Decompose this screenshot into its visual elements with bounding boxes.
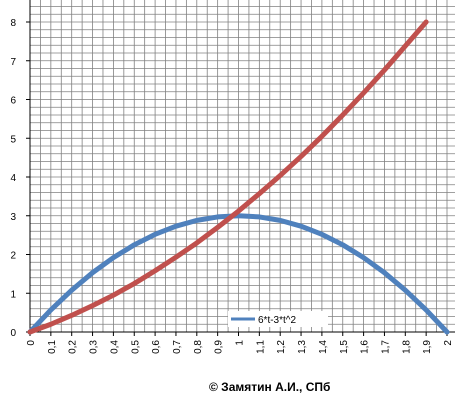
x-tick-label: 1,5 (339, 340, 350, 354)
x-tick-label: 0,2 (68, 340, 79, 354)
x-tick-label: 1,6 (360, 340, 371, 354)
x-tick-label: 0,4 (109, 340, 120, 354)
x-tick-label: 1,9 (422, 340, 433, 354)
y-tick-label: 8 (10, 18, 16, 29)
x-tick-label: 0,9 (214, 340, 225, 354)
y-tick-label: 7 (10, 57, 16, 68)
y-tick-label: 5 (10, 134, 16, 145)
grid (29, 0, 455, 333)
legend: 6*t-3*t^2 (228, 311, 328, 327)
x-tick-label: 0 (26, 340, 37, 346)
x-tick-label: 0,3 (89, 340, 100, 354)
x-tick-label: 1 (235, 340, 246, 346)
axes (26, 0, 455, 336)
y-tick-label: 0 (10, 328, 16, 339)
x-tick-label: 0,7 (172, 340, 183, 354)
x-tick-labels: 0 0,1 0,2 0,3 0,4 0,5 0,6 0,7 0,8 0,9 1 1,1 1,2 1,3 1,… (26, 340, 454, 354)
y-tick-label: 4 (10, 173, 16, 184)
series-line-6t-3t2 (27, 213, 450, 335)
x-tick-label: 0,8 (193, 340, 204, 354)
x-tick-label: 1,8 (401, 340, 412, 354)
legend-box (228, 311, 328, 327)
x-tick-label: 1,3 (297, 340, 308, 354)
series (27, 19, 450, 335)
y-tick-labels: 0 1 2 3 4 5 6 7 8 (10, 18, 16, 339)
x-tick-label: 0,6 (151, 340, 162, 354)
y-tick-label: 6 (10, 96, 16, 107)
x-tick-label: 1,7 (380, 340, 391, 354)
legend-label: 6*t-3*t^2 (258, 315, 296, 326)
y-tick-label: 1 (10, 289, 16, 300)
x-tick-label: 2 (443, 340, 454, 346)
y-tick-label: 2 (10, 251, 16, 262)
footer-copyright: © Замятин А.И., СПб (209, 380, 331, 394)
y-tick-label: 3 (10, 212, 16, 223)
x-tick-label: 1,2 (276, 340, 287, 354)
x-tick-label: 1,4 (318, 340, 329, 354)
series-line-red (27, 19, 429, 335)
x-tick-label: 0,1 (47, 340, 58, 354)
x-tick-label: 0,5 (130, 340, 141, 354)
x-tick-label: 1,1 (255, 340, 266, 354)
